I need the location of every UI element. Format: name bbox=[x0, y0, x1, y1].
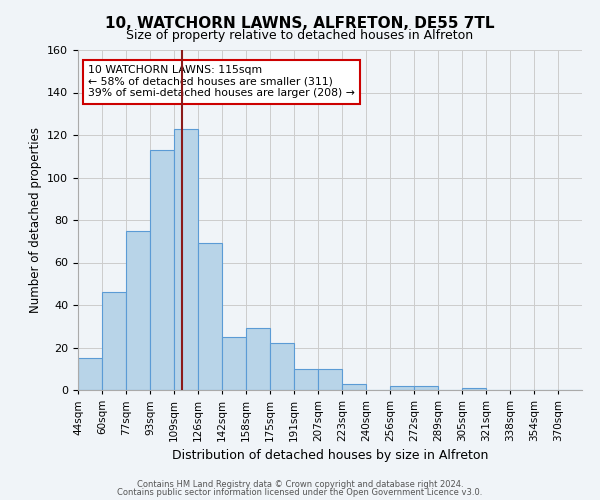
Bar bbox=[198, 244, 222, 390]
Bar bbox=[222, 337, 246, 390]
Bar bbox=[318, 369, 342, 390]
Text: Size of property relative to detached houses in Alfreton: Size of property relative to detached ho… bbox=[127, 29, 473, 42]
Bar bbox=[102, 292, 126, 390]
Bar bbox=[414, 386, 438, 390]
Text: 10, WATCHORN LAWNS, ALFRETON, DE55 7TL: 10, WATCHORN LAWNS, ALFRETON, DE55 7TL bbox=[105, 16, 495, 31]
Bar bbox=[78, 358, 102, 390]
Bar bbox=[270, 343, 294, 390]
Bar bbox=[342, 384, 366, 390]
Text: Contains public sector information licensed under the Open Government Licence v3: Contains public sector information licen… bbox=[118, 488, 482, 497]
Bar bbox=[294, 369, 318, 390]
Y-axis label: Number of detached properties: Number of detached properties bbox=[29, 127, 41, 313]
Bar bbox=[390, 386, 414, 390]
Text: Contains HM Land Registry data © Crown copyright and database right 2024.: Contains HM Land Registry data © Crown c… bbox=[137, 480, 463, 489]
X-axis label: Distribution of detached houses by size in Alfreton: Distribution of detached houses by size … bbox=[172, 450, 488, 462]
Bar bbox=[462, 388, 486, 390]
Bar bbox=[174, 128, 198, 390]
Bar bbox=[150, 150, 174, 390]
Text: 10 WATCHORN LAWNS: 115sqm
← 58% of detached houses are smaller (311)
39% of semi: 10 WATCHORN LAWNS: 115sqm ← 58% of detac… bbox=[88, 66, 355, 98]
Bar bbox=[246, 328, 270, 390]
Bar bbox=[126, 230, 150, 390]
